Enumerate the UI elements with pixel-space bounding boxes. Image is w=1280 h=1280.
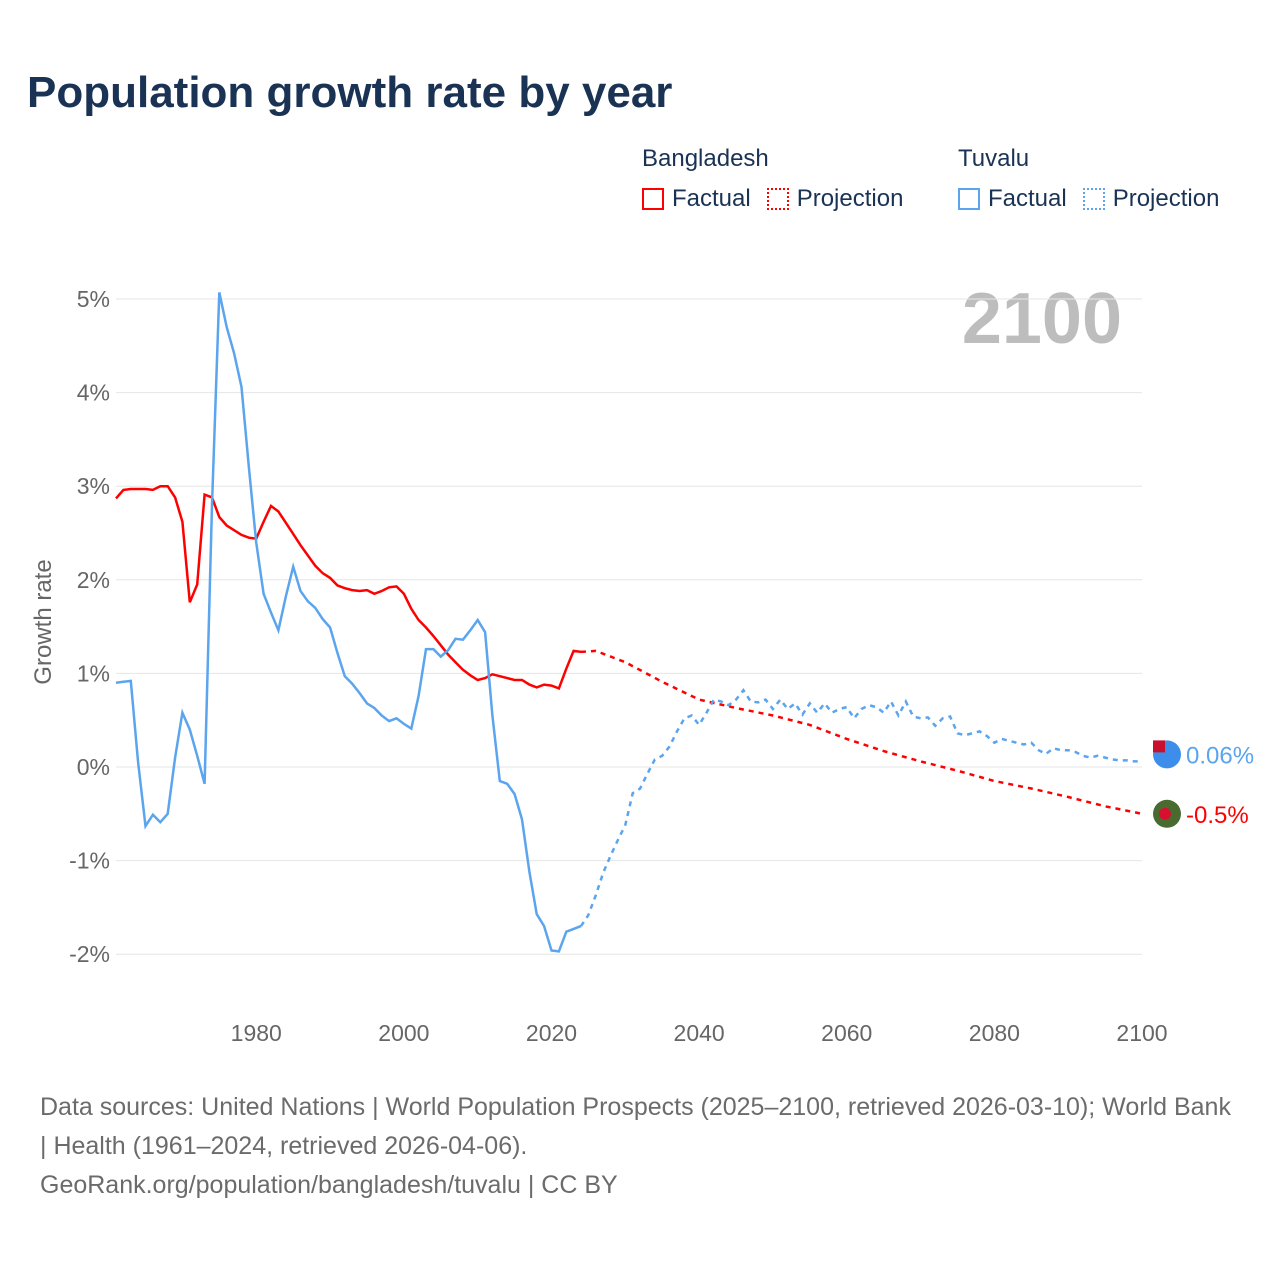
legend-label: Factual <box>988 185 1067 212</box>
x-tick-label: 2060 <box>821 1020 872 1046</box>
footer: Data sources: United Nations | World Pop… <box>40 1088 1240 1205</box>
credit-link[interactable]: GeoRank.org/population/bangladesh/tuvalu… <box>40 1171 618 1199</box>
legend-label: Projection <box>796 185 904 212</box>
x-tick-label: 2000 <box>378 1020 429 1046</box>
legend-bangladesh-projection[interactable]: Projection <box>766 185 904 213</box>
x-tick-label: 2100 <box>1116 1020 1167 1046</box>
year-watermark: 2100 <box>962 279 1122 359</box>
y-tick-label: -2% <box>69 941 110 967</box>
tuvalu-factual-line <box>115 292 582 953</box>
bangladesh-flag-disc <box>1159 807 1171 820</box>
legend-swatch-dotted <box>1082 188 1105 210</box>
legend-swatch-solid <box>642 188 664 210</box>
bangladesh-end-label: -0.5% <box>1186 802 1249 829</box>
legend-label: Projection <box>1112 185 1220 212</box>
y-tick-label: 0% <box>77 754 110 780</box>
legend-swatch-dotted <box>766 188 789 210</box>
tuvalu-flag-canton <box>1153 740 1165 753</box>
legend-group-name: Tuvalu <box>958 145 1030 172</box>
legend-label: Factual <box>672 185 751 212</box>
chart-title: Population growth rate by year <box>27 68 673 117</box>
y-tick-label: 3% <box>77 473 110 499</box>
legend-tuvalu: Tuvalu Factual Projection <box>958 145 1235 213</box>
x-tick-label: 2040 <box>674 1020 725 1046</box>
y-axis-label: Growth rate <box>30 559 57 684</box>
legend-group-name: Bangladesh <box>642 145 769 172</box>
tuvalu-projection-line <box>579 688 1142 927</box>
legend-bangladesh-factual[interactable]: Factual <box>642 185 751 213</box>
y-tick-label: -1% <box>69 848 110 874</box>
data-sources: Data sources: United Nations | World Pop… <box>40 1093 1231 1160</box>
legend-swatch-solid <box>958 188 980 210</box>
y-tick-label: 1% <box>77 660 110 686</box>
legend-tuvalu-factual[interactable]: Factual <box>958 185 1067 213</box>
legend-bangladesh: Bangladesh Factual Projection <box>642 145 919 213</box>
legend-tuvalu-projection[interactable]: Projection <box>1082 185 1220 213</box>
x-tick-label: 2080 <box>969 1020 1020 1046</box>
x-tick-label: 2020 <box>526 1020 577 1046</box>
x-tick-label: 1980 <box>231 1020 282 1046</box>
y-tick-label: 4% <box>77 380 110 406</box>
tuvalu-end-label: 0.06% <box>1186 742 1254 769</box>
bangladesh-factual-line <box>115 484 582 691</box>
y-tick-label: 5% <box>77 286 110 312</box>
y-tick-label: 2% <box>77 567 110 593</box>
bangladesh-projection-line <box>580 649 1143 816</box>
